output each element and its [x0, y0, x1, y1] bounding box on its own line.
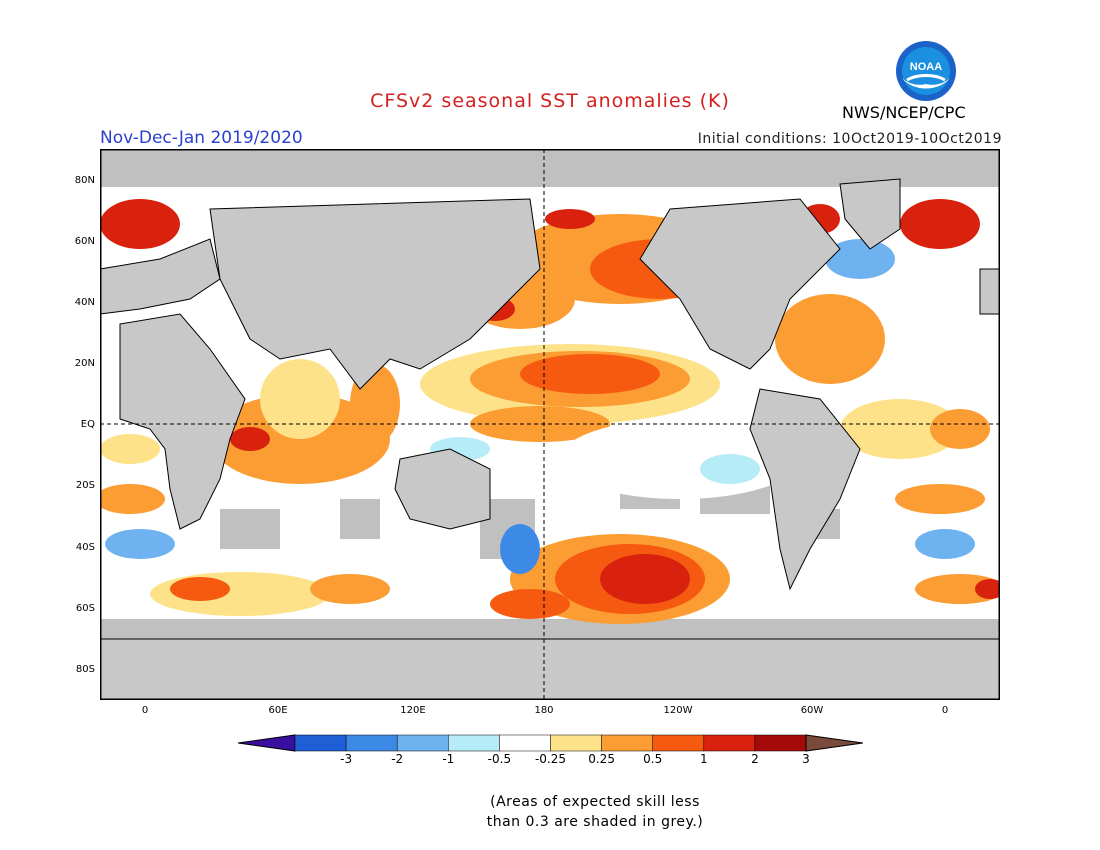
map-title: CFSv2 seasonal SST anomalies (K)	[370, 90, 730, 112]
colorbar-bin	[550, 734, 602, 752]
colorbar-label: -2	[391, 752, 404, 766]
lon-label: 180	[534, 705, 554, 716]
colorbar-label: 3	[802, 752, 810, 766]
colorbar-label: 1	[699, 752, 708, 766]
colorbar-bin	[396, 734, 449, 752]
lat-label: 40N	[74, 297, 95, 308]
lat-label: 40S	[75, 542, 95, 553]
lat-label: EQ	[80, 419, 95, 430]
lat-label: 80S	[75, 664, 95, 675]
lat-label: 20N	[74, 358, 95, 369]
colorbar-label: 0.25	[588, 752, 615, 766]
lon-label: 60W	[800, 705, 824, 716]
colorbar-bin	[448, 734, 500, 752]
colorbar-bin	[652, 734, 705, 752]
colorbar-bin	[237, 734, 296, 752]
colorbar-label: -0.5	[487, 752, 512, 766]
skill-note: (Areas of expected skill less than 0.3 a…	[430, 792, 760, 832]
initial-conditions: Initial conditions: 10Oct2019-10Oct2019	[697, 131, 1002, 147]
skill-note-line1: (Areas of expected skill less	[490, 794, 700, 810]
colorbar-bin	[601, 734, 653, 752]
noaa-logo: NOAA	[895, 40, 957, 102]
lon-label: 120E	[400, 705, 426, 716]
lon-label: 0	[141, 705, 149, 716]
lat-label: 80N	[74, 175, 95, 186]
lat-label: 60N	[74, 236, 95, 247]
colorbar	[237, 733, 864, 753]
colorbar-label: 2	[751, 752, 759, 766]
lon-label: 120W	[663, 705, 693, 716]
anomaly-field	[95, 199, 1005, 624]
colorbar-bin	[294, 734, 347, 752]
lon-label: 60E	[268, 705, 288, 716]
lon-label: 0	[941, 705, 949, 716]
lat-label: 60S	[75, 603, 95, 614]
colorbar-bin	[345, 734, 398, 752]
lat-label: 20S	[75, 480, 95, 491]
forecast-period: Nov-Dec-Jan 2019/2020	[100, 128, 303, 148]
colorbar-bin	[499, 734, 551, 752]
colorbar-label: -0.25	[534, 752, 567, 766]
skill-note-line2: than 0.3 are shaded in grey.)	[486, 814, 704, 830]
colorbar-label: 0.5	[643, 752, 663, 766]
agency-label: NWS/NCEP/CPC	[842, 103, 966, 122]
colorbar-label: -3	[340, 752, 353, 766]
logo-text: NOAA	[910, 61, 942, 73]
colorbar-label: -1	[442, 752, 455, 766]
colorbar-bin	[754, 734, 807, 752]
colorbar-bin	[703, 734, 756, 752]
sst-anomaly-map	[95, 148, 1005, 701]
colorbar-bin	[805, 734, 864, 752]
land-masses	[99, 178, 1001, 701]
